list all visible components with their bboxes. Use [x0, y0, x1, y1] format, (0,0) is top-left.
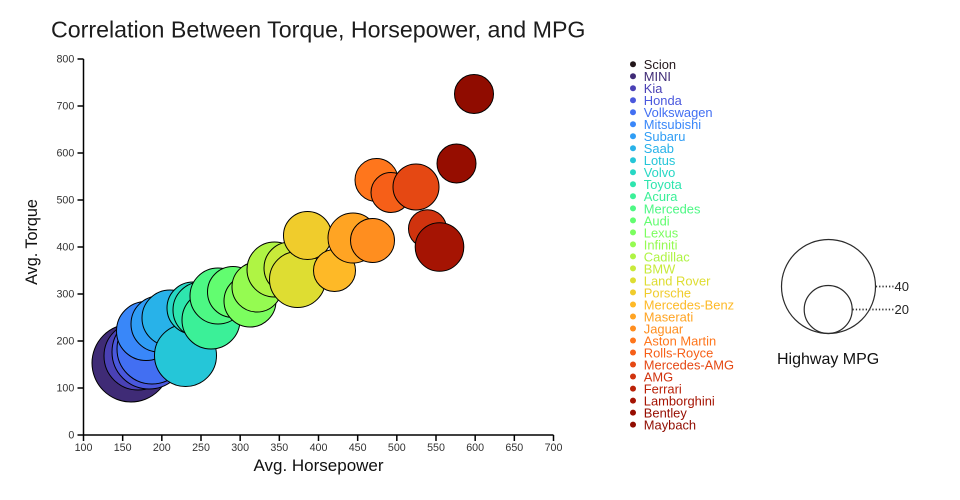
svg-text:Cadillac: Cadillac — [644, 249, 690, 264]
svg-text:Lamborghini: Lamborghini — [644, 394, 715, 409]
svg-text:Land Rover: Land Rover — [644, 273, 711, 288]
svg-text:650: 650 — [505, 442, 523, 454]
svg-text:Infiniti: Infiniti — [644, 237, 678, 252]
svg-text:AMG: AMG — [644, 369, 673, 384]
svg-text:400: 400 — [56, 242, 74, 254]
svg-text:Rolls-Royce: Rolls-Royce — [644, 345, 713, 360]
svg-text:Subaru: Subaru — [644, 129, 686, 144]
svg-text:500: 500 — [388, 442, 406, 454]
svg-text:Volvo: Volvo — [644, 165, 676, 180]
svg-text:Correlation Between Torque, Ho: Correlation Between Torque, Horsepower, … — [51, 17, 585, 43]
svg-text:Volkswagen: Volkswagen — [644, 105, 713, 120]
svg-text:Mitsubishi: Mitsubishi — [644, 117, 701, 132]
svg-text:Avg. Torque: Avg. Torque — [23, 199, 41, 285]
svg-text:400: 400 — [310, 442, 328, 454]
svg-text:MINI: MINI — [644, 69, 671, 84]
svg-text:Maserati: Maserati — [644, 309, 693, 324]
svg-text:20: 20 — [895, 302, 909, 317]
svg-text:Maybach: Maybach — [644, 418, 696, 433]
svg-text:550: 550 — [427, 442, 445, 454]
svg-text:Honda: Honda — [644, 93, 683, 108]
svg-text:Lexus: Lexus — [644, 225, 678, 240]
svg-text:600: 600 — [466, 442, 484, 454]
svg-text:300: 300 — [56, 289, 74, 301]
svg-text:200: 200 — [56, 336, 74, 348]
svg-text:Ferrari: Ferrari — [644, 382, 682, 397]
svg-text:700: 700 — [545, 442, 563, 454]
svg-text:Mercedes-AMG: Mercedes-AMG — [644, 357, 734, 372]
svg-text:Mercedes-Benz: Mercedes-Benz — [644, 297, 734, 312]
svg-text:350: 350 — [270, 442, 288, 454]
svg-text:Avg. Horsepower: Avg. Horsepower — [253, 456, 383, 475]
svg-text:450: 450 — [349, 442, 367, 454]
svg-text:40: 40 — [895, 279, 909, 294]
svg-text:600: 600 — [56, 148, 74, 160]
svg-text:Highway MPG: Highway MPG — [777, 351, 879, 368]
svg-text:BMW: BMW — [644, 261, 676, 276]
svg-text:Saab: Saab — [644, 141, 674, 156]
svg-text:Aston Martin: Aston Martin — [644, 333, 716, 348]
svg-text:0: 0 — [68, 430, 74, 442]
svg-text:800: 800 — [56, 54, 74, 66]
svg-text:Audi: Audi — [644, 213, 670, 228]
svg-text:Porsche: Porsche — [644, 285, 691, 300]
svg-text:300: 300 — [231, 442, 249, 454]
svg-text:150: 150 — [114, 442, 132, 454]
svg-text:700: 700 — [56, 101, 74, 113]
svg-text:Toyota: Toyota — [644, 177, 683, 192]
svg-text:Bentley: Bentley — [644, 406, 688, 421]
svg-text:100: 100 — [56, 383, 74, 395]
svg-text:Kia: Kia — [644, 81, 663, 96]
svg-text:250: 250 — [192, 442, 210, 454]
svg-text:Lotus: Lotus — [644, 153, 676, 168]
svg-text:Jaguar: Jaguar — [644, 321, 684, 336]
svg-text:Mercedes: Mercedes — [644, 201, 701, 216]
svg-text:100: 100 — [75, 442, 93, 454]
svg-text:Scion: Scion — [644, 57, 676, 72]
svg-text:Acura: Acura — [644, 189, 679, 204]
svg-text:200: 200 — [153, 442, 171, 454]
svg-text:500: 500 — [56, 195, 74, 207]
